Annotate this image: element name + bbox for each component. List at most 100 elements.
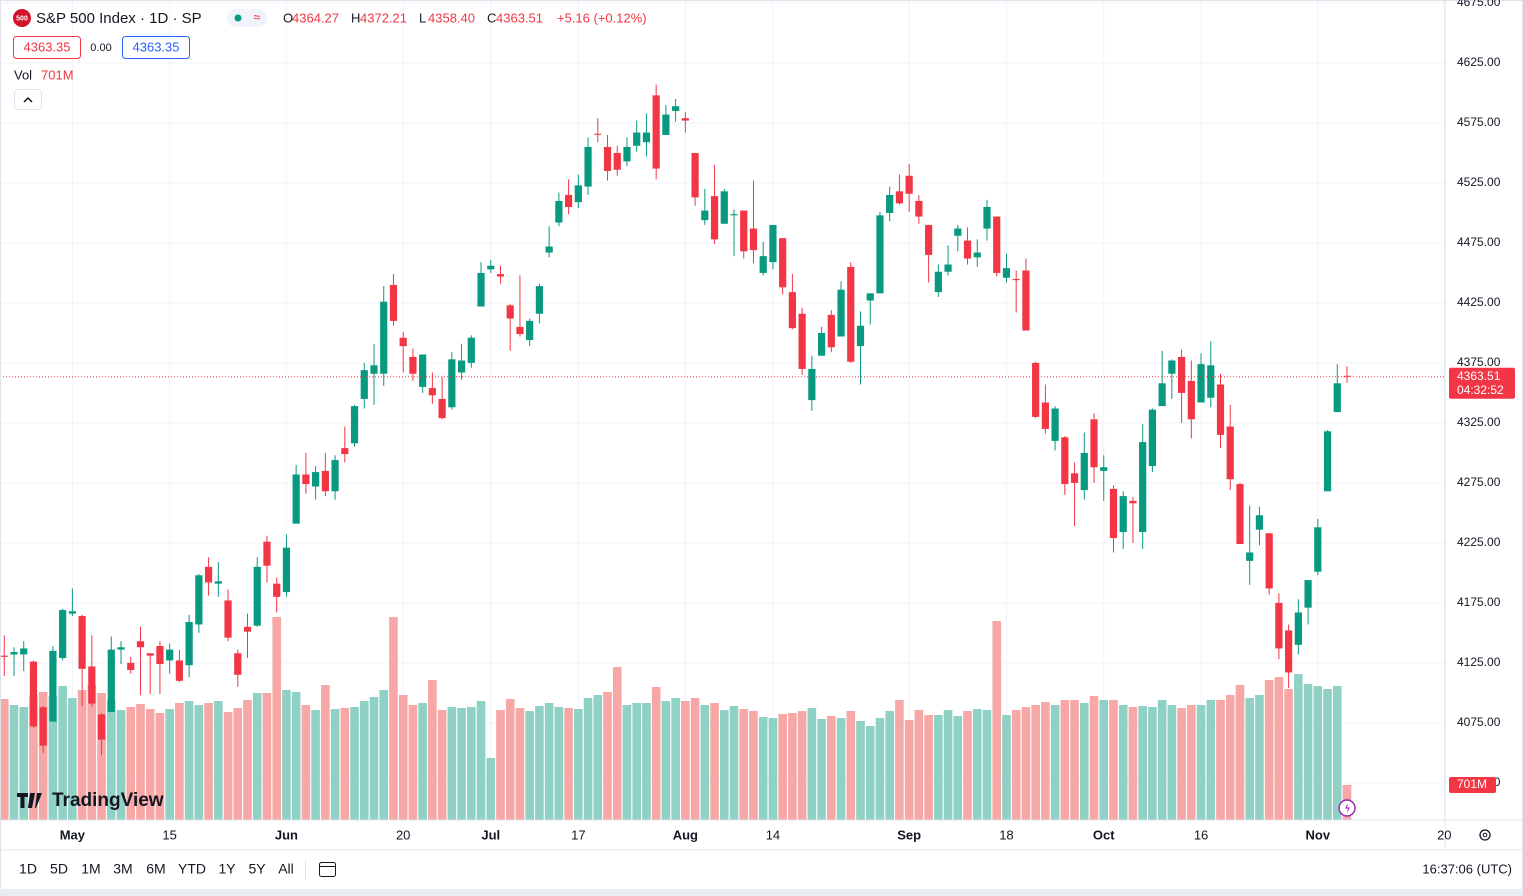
candle-body <box>1070 473 1079 483</box>
buy-price[interactable]: 4363.35 <box>133 39 180 54</box>
candle-body <box>983 206 991 229</box>
volume-bar <box>1031 705 1040 820</box>
candle-body <box>817 332 826 356</box>
volume-bar <box>788 713 797 820</box>
x-tick-label: 20 <box>1437 827 1451 842</box>
ohlc-value: 4363.51 <box>496 10 543 25</box>
volume-bar <box>175 703 184 820</box>
candle-body <box>633 132 641 146</box>
candle-body <box>234 653 242 675</box>
volume-bar <box>9 705 19 820</box>
candle-body <box>1032 362 1040 417</box>
symbol-title[interactable]: S&P 500 Index · 1D · SP <box>36 10 202 27</box>
candle-body <box>156 646 164 665</box>
buy-box[interactable] <box>122 36 190 59</box>
volume-tag <box>1449 776 1496 793</box>
volume-bar <box>856 721 865 820</box>
range-button[interactable]: 5Y <box>248 861 266 877</box>
candle-body <box>88 666 96 704</box>
volume-bar <box>836 718 846 820</box>
candle-body <box>1255 515 1264 530</box>
candle-body <box>1080 452 1088 491</box>
volume-bar <box>311 710 320 820</box>
candle-body <box>224 600 232 638</box>
candle-body <box>895 191 904 204</box>
candle-body <box>1168 360 1176 374</box>
candle-body <box>827 314 835 348</box>
volume-bar <box>797 711 807 820</box>
volume-bar <box>214 701 223 820</box>
volume-bar <box>671 698 680 820</box>
candle-body <box>613 152 621 170</box>
candle-body <box>438 398 446 419</box>
volume-bar <box>525 711 534 820</box>
volume-bar <box>58 686 67 820</box>
volume-bar <box>359 701 369 820</box>
volume-bar <box>155 713 165 820</box>
volume-bar <box>1050 705 1060 820</box>
candle-body <box>701 210 709 221</box>
volume-bar <box>136 704 145 820</box>
sell-box[interactable] <box>13 36 81 59</box>
date-range-button[interactable] <box>319 862 336 877</box>
candle-body <box>107 649 115 713</box>
volume-bar <box>496 710 505 820</box>
candle-body <box>68 611 76 614</box>
candle-body <box>350 406 359 444</box>
volume-bar <box>408 705 418 820</box>
range-button[interactable]: YTD <box>178 861 206 877</box>
candle-body <box>117 647 125 650</box>
range-button[interactable]: 1Y <box>218 861 236 877</box>
volume-bar <box>29 695 38 820</box>
candle-body <box>146 653 154 656</box>
volume-bar <box>963 711 972 820</box>
candle-body <box>1187 380 1195 420</box>
candle-body <box>710 196 719 240</box>
volume-bar <box>1079 703 1089 820</box>
candle-body <box>584 146 592 187</box>
candle-body <box>662 114 670 135</box>
range-button[interactable]: 1D <box>19 861 37 877</box>
candle-body <box>419 354 427 387</box>
candle-body <box>282 547 291 593</box>
volume-bar <box>544 703 554 820</box>
volume-bar <box>885 711 894 820</box>
range-button[interactable]: 5D <box>50 861 68 877</box>
y-tick-label: 4175.00 <box>1457 595 1501 609</box>
sell-price[interactable]: 4363.35 <box>24 39 71 54</box>
candle-body <box>545 246 553 253</box>
volume-bar <box>904 720 914 820</box>
volume-bar <box>252 693 262 820</box>
ohlc-value: 4358.40 <box>428 10 475 25</box>
settings-button[interactable] <box>1479 829 1491 841</box>
volume-bar <box>38 692 48 820</box>
candle-body <box>876 215 884 294</box>
status-pill[interactable] <box>227 9 267 27</box>
volume-bar <box>428 680 437 820</box>
candle-body <box>1158 383 1166 407</box>
range-button[interactable]: 6M <box>146 861 165 877</box>
volume-bar <box>622 705 632 820</box>
volume-bar <box>729 706 739 820</box>
volume-bar <box>97 693 106 820</box>
volume-bar <box>593 695 603 820</box>
data-status: ≈ <box>253 9 260 24</box>
candle-body <box>253 566 261 626</box>
volume-bar <box>301 705 311 820</box>
collapse-button[interactable] <box>14 89 42 110</box>
candle-body <box>496 274 505 277</box>
volume-bar <box>126 707 136 820</box>
range-button[interactable]: 3M <box>113 861 132 877</box>
candle-body <box>993 216 1001 273</box>
x-tick-label: 17 <box>571 827 585 842</box>
volume-bar <box>340 708 350 820</box>
range-button[interactable]: 1M <box>81 861 100 877</box>
volume-bar <box>564 708 573 820</box>
range-button[interactable]: All <box>278 861 294 877</box>
volume-bar <box>1099 700 1109 820</box>
y-tick-label: 4275.00 <box>1457 475 1501 489</box>
candle-body <box>399 337 407 347</box>
candle-body <box>866 293 874 301</box>
candle-body <box>331 460 339 492</box>
clock[interactable]: 16:37:06 (UTC) <box>1422 861 1512 876</box>
